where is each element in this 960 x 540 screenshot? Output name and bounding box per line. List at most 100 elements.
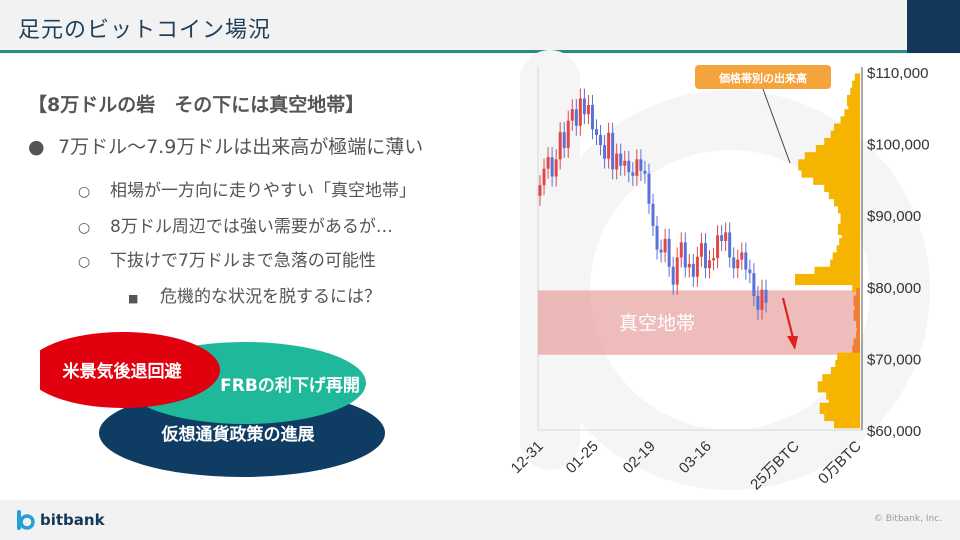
bullet-marker: ○ bbox=[78, 220, 91, 236]
volume-bar bbox=[856, 316, 860, 329]
y-tick-label: $90,000 bbox=[867, 208, 921, 225]
volume-bar bbox=[856, 288, 860, 300]
drop-arrow-shaft bbox=[781, 297, 795, 339]
venn-label: 仮想通貨政策の進展 bbox=[161, 424, 315, 445]
volume-callout-box bbox=[695, 65, 831, 89]
volume-bar bbox=[856, 324, 860, 336]
bullet-text: 7万ドル〜7.9万ドルは出来高が極端に薄い bbox=[58, 136, 424, 158]
candle-body bbox=[655, 225, 659, 250]
candle-body bbox=[752, 273, 756, 297]
volume-bar bbox=[853, 295, 860, 307]
volume-bar bbox=[837, 202, 860, 214]
candle-body bbox=[683, 242, 687, 268]
bullet-marker: ■ bbox=[128, 292, 139, 305]
volume-bar bbox=[854, 73, 860, 85]
volume-bar bbox=[826, 388, 860, 400]
candle-body bbox=[562, 132, 566, 148]
candle-body bbox=[558, 132, 562, 160]
candle-body bbox=[595, 129, 598, 136]
volume-bar bbox=[853, 338, 860, 350]
candle-body bbox=[611, 132, 615, 170]
volume-bar bbox=[813, 173, 860, 185]
candle-body bbox=[720, 235, 724, 241]
bullet-level2: ○ 8万ドル周辺では強い需要があるが… bbox=[78, 212, 393, 237]
venn-label: FRBの利下げ再開 bbox=[220, 375, 360, 396]
candle-body bbox=[659, 249, 663, 253]
y-tick-label: $60,000 bbox=[867, 423, 921, 440]
candle-body bbox=[582, 98, 586, 115]
volume-bar bbox=[804, 152, 860, 164]
volume-bar bbox=[848, 102, 860, 114]
candle-body bbox=[566, 120, 570, 148]
volume-bar bbox=[852, 345, 860, 357]
slide-footer: bitbank © Bitbank, Inc. bbox=[0, 500, 960, 540]
volume-bar bbox=[856, 331, 860, 343]
bullet-marker: ○ bbox=[78, 254, 91, 270]
volume-bar bbox=[832, 252, 860, 264]
candle-body bbox=[570, 109, 574, 121]
bullet-level1: ● 7万ドル〜7.9万ドルは出来高が極端に薄い bbox=[28, 132, 423, 159]
bullet-heading: 【8万ドルの砦 その下には真空地帯】 bbox=[28, 94, 365, 116]
candle-body bbox=[623, 160, 627, 166]
volume-bar bbox=[852, 281, 860, 293]
candle-body bbox=[716, 235, 720, 259]
candle-body bbox=[619, 153, 623, 166]
footer-copyright: © Bitbank, Inc. bbox=[873, 514, 942, 524]
volume-bar bbox=[828, 395, 860, 407]
bullet-level2: ○ 相場が一方向に走りやすい「真空地帯」 bbox=[78, 176, 416, 201]
candle-body bbox=[546, 157, 550, 169]
bitbank-logo-icon bbox=[17, 510, 35, 530]
volume-bar bbox=[822, 374, 860, 386]
y-tick-label: $80,000 bbox=[867, 280, 921, 297]
volume-bar bbox=[824, 409, 860, 422]
y-tick-label: $70,000 bbox=[867, 351, 921, 368]
volume-bar bbox=[847, 94, 860, 107]
y-tick-label: $110,000 bbox=[867, 65, 928, 82]
volume-bar bbox=[834, 195, 860, 207]
slide-title: 足元のビットコイン場況 bbox=[18, 18, 272, 43]
volume-bar bbox=[854, 302, 860, 314]
volume-bar bbox=[824, 137, 860, 150]
candle-body bbox=[712, 258, 716, 261]
candle-body bbox=[675, 257, 679, 285]
volume-bar bbox=[814, 266, 860, 278]
volume-bar bbox=[801, 166, 860, 178]
candle-body bbox=[574, 109, 578, 126]
vacuum-zone bbox=[538, 290, 860, 355]
candle-body bbox=[695, 256, 699, 277]
candle-body bbox=[708, 260, 711, 269]
candle-body bbox=[703, 243, 707, 269]
candle-body bbox=[615, 153, 619, 170]
candle-body bbox=[639, 159, 643, 171]
candle-body bbox=[542, 168, 546, 186]
volume-callout-pointer bbox=[762, 88, 791, 164]
volume-callout-label: 価格帯別の出来高 bbox=[718, 71, 807, 85]
bullet-text: 下抜けで7万ドルまで急落の可能性 bbox=[110, 251, 376, 271]
btc-price-volume-chart: 真空地帯 $110,000 $100,000 $90,000 $80,000 $70,00… bbox=[508, 65, 930, 493]
candle-body bbox=[651, 203, 655, 226]
vacuum-zone-label: 真空地帯 bbox=[619, 313, 695, 335]
volume-bar bbox=[852, 80, 860, 92]
bullet-text: 8万ドル周辺では強い需要があるが… bbox=[110, 217, 393, 237]
volume-bar bbox=[839, 238, 860, 250]
venn-circle bbox=[40, 332, 220, 408]
candle-body bbox=[586, 104, 590, 115]
candle-body bbox=[679, 242, 683, 258]
candle-body bbox=[671, 266, 675, 285]
candle-body bbox=[740, 252, 744, 260]
candle-body bbox=[635, 159, 639, 176]
candle-body bbox=[736, 259, 740, 269]
candle-body bbox=[643, 170, 647, 174]
volume-bar bbox=[828, 187, 860, 200]
x-tick-label: 01-25 bbox=[563, 438, 602, 477]
volume-bar bbox=[835, 359, 860, 371]
volume-bar bbox=[830, 130, 860, 142]
x-tick-label: 0万BTC bbox=[815, 438, 865, 488]
bitbank-watermark-icon bbox=[520, 50, 930, 490]
volume-bar bbox=[834, 417, 860, 429]
header-rule bbox=[0, 50, 960, 53]
volume-bar bbox=[824, 180, 860, 192]
candle-body bbox=[687, 263, 691, 268]
volume-bar bbox=[840, 116, 860, 128]
volume-bar bbox=[819, 402, 860, 414]
